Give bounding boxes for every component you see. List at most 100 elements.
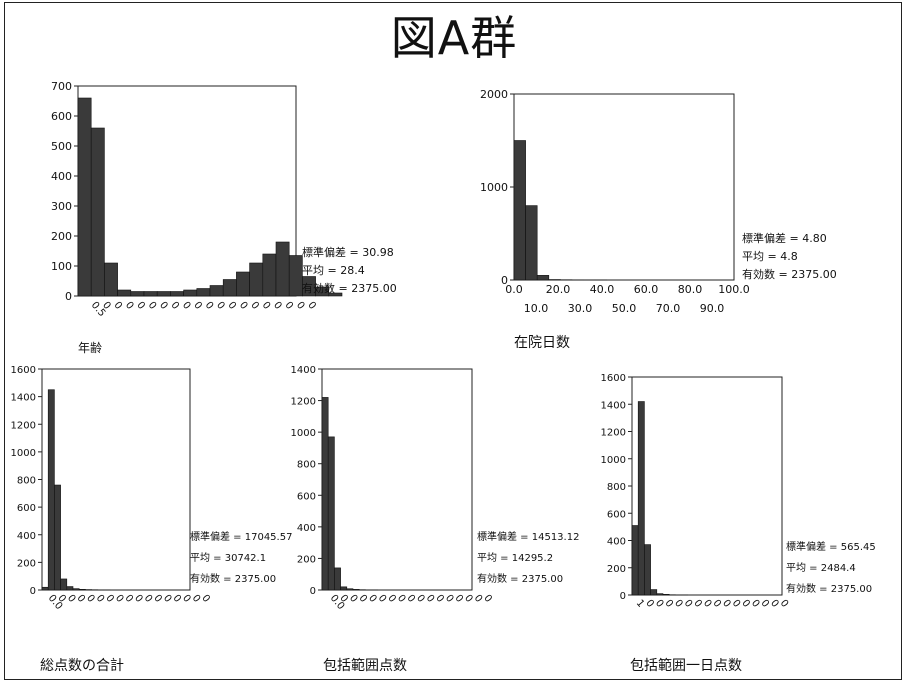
x-tick-label: 0 — [65, 593, 78, 605]
histogram-bar — [90, 127, 105, 297]
x-axis-title: 総点数の合計 — [40, 658, 124, 674]
plot-area-2 — [513, 93, 735, 281]
y-tick-label: 1600 — [11, 365, 36, 376]
y-tick-label: 1400 — [291, 365, 316, 376]
y-tick-label: 1200 — [11, 420, 36, 431]
histogram-bar — [536, 275, 550, 281]
y-tick-label: 0 — [501, 274, 508, 287]
y-tick-label: 0 — [65, 290, 72, 303]
stats-text: 標準偏差 = 565.45 — [786, 540, 876, 553]
x-tick-label: 0 — [94, 593, 107, 605]
stats-text: 有効数 = 2375.00 — [786, 582, 872, 595]
x-axis-title: 在院日数 — [514, 335, 570, 351]
y-tick-label: 1000 — [11, 448, 36, 459]
x-tick-label: 0 — [226, 300, 239, 312]
stats-text: 有効数 = 2375.00 — [477, 572, 563, 585]
x-tick-label: 30.0 — [568, 302, 593, 315]
x-tick-label: 0 — [739, 598, 752, 610]
x-tick-label: 0 — [376, 593, 389, 605]
histogram-bar — [327, 436, 335, 591]
x-tick-label: 0 — [271, 300, 284, 312]
x-tick-label: 0 — [395, 593, 408, 605]
stats-text: 標準偏差 = 30.98 — [302, 245, 394, 259]
x-axis-title: 包括範囲一日点数 — [630, 657, 742, 674]
histogram-bar — [346, 588, 354, 591]
x-tick-label: 0 — [453, 593, 466, 605]
x-tick-label: 70.0 — [656, 302, 681, 315]
x-tick-label: 0 — [472, 593, 485, 605]
x-tick-label: 0 — [414, 593, 427, 605]
x-tick-label: 0 — [672, 598, 685, 610]
x-tick-label: 0 — [132, 593, 145, 605]
stats-text: 有効数 = 2375.00 — [302, 281, 397, 295]
x-tick-label: 0 — [191, 300, 204, 312]
histogram-bar — [321, 397, 329, 591]
x-tick-label: 0 — [180, 593, 193, 605]
histogram-bar — [78, 589, 86, 591]
y-tick-label: 1000 — [291, 428, 316, 439]
x-tick-label: 0 — [366, 593, 379, 605]
y-tick-label: 400 — [51, 170, 72, 183]
x-tick-label: 0 — [653, 598, 666, 610]
page-frame — [4, 2, 902, 680]
histogram-bar — [656, 593, 664, 596]
x-tick-label: 0 — [113, 593, 126, 605]
x-tick-label: 0 — [778, 598, 791, 610]
x-tick-label: 90.0 — [700, 302, 725, 315]
y-tick-label: 600 — [51, 110, 72, 123]
y-tick-label: 1200 — [601, 428, 626, 439]
x-tick-label: 0 — [142, 593, 155, 605]
histogram-bar — [66, 586, 74, 591]
x-tick-label: 0 — [123, 593, 136, 605]
x-tick-label: 0 — [294, 300, 307, 312]
x-tick-label: 0 — [214, 300, 227, 312]
x-tick-label: 0 — [103, 593, 116, 605]
y-tick-label: 400 — [607, 537, 626, 548]
histogram-bar — [72, 588, 80, 591]
x-tick-label: 0 — [481, 593, 494, 605]
x-tick-label: 0 — [720, 598, 733, 610]
x-tick-label: 0 — [682, 598, 695, 610]
stats-text: 平均 = 4.8 — [742, 250, 798, 263]
histogram-bar — [183, 289, 198, 297]
histogram-bar — [262, 253, 277, 297]
x-tick-label: 0 — [237, 300, 250, 312]
y-tick-label: 600 — [17, 503, 36, 514]
histogram-bar — [236, 271, 250, 297]
stats-text: 有効数 = 2375.00 — [742, 267, 837, 281]
y-tick-label: 2000 — [480, 88, 508, 101]
x-axis-title: 包括範囲点数 — [323, 657, 407, 674]
plot-area-5 — [631, 376, 783, 596]
y-tick-label: 800 — [607, 482, 626, 493]
x-tick-label: 0 — [146, 300, 159, 312]
x-tick-label: 20.0 — [546, 283, 571, 296]
histogram-bar — [156, 291, 171, 297]
y-tick-label: 700 — [51, 80, 72, 93]
y-tick-label: 1600 — [601, 373, 626, 384]
y-tick-label: 0 — [310, 586, 316, 597]
x-tick-label: 0 — [55, 593, 68, 605]
x-tick-label: 50.0 — [612, 302, 637, 315]
histogram-bar — [117, 289, 132, 297]
x-tick-label: 0 — [385, 593, 398, 605]
histogram-bar — [328, 292, 343, 297]
x-tick-label: 0 — [151, 593, 164, 605]
x-tick-label: 0 — [112, 300, 125, 312]
x-tick-label: 1 — [634, 598, 647, 610]
histogram-bar — [209, 285, 224, 297]
histogram-bar — [47, 389, 55, 591]
y-tick-label: 200 — [17, 558, 36, 569]
y-tick-label: 0 — [620, 591, 626, 602]
x-tick-label: 0 — [357, 593, 370, 605]
plot-area-3 — [41, 368, 191, 591]
x-tick-label: 40.0 — [590, 283, 615, 296]
histogram-bar — [249, 262, 264, 297]
x-tick-label: 0 — [248, 300, 261, 312]
y-tick-label: 1400 — [601, 400, 626, 411]
histogram-bar — [631, 525, 639, 596]
x-tick-label: 80.0 — [678, 283, 703, 296]
stats-text: 有効数 = 2375.00 — [190, 572, 276, 585]
x-tick-label: 0 — [347, 593, 360, 605]
histogram-bar — [334, 567, 341, 591]
